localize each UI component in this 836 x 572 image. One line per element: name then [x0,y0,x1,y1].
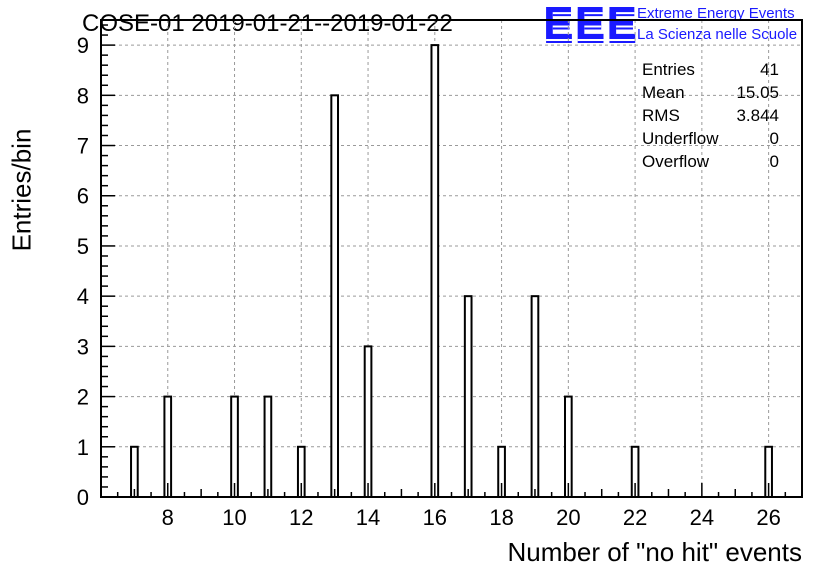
y-tick-label: 5 [77,234,89,259]
x-tick-label: 20 [556,505,580,530]
eee-logo: EEE Extreme Energy Events La Scienza nel… [543,0,833,49]
stat-value: 15.05 [736,83,779,102]
y-tick-label: 3 [77,334,89,359]
stats-row: RMS 3.844 [638,104,783,127]
y-tick-label: 7 [77,134,89,159]
x-tick-label: 22 [623,505,647,530]
x-tick-label: 12 [289,505,313,530]
y-tick-label: 9 [77,33,89,58]
stat-value: 0 [769,152,779,171]
stats-row: Mean 15.05 [638,81,783,104]
stats-row: Entries 41 [638,58,783,81]
y-tick-label: 6 [77,184,89,209]
x-tick-label: 18 [489,505,513,530]
x-tick-label: 26 [756,505,780,530]
histogram-bar [330,94,340,498]
stats-row: Overflow 0 [638,150,783,173]
stat-name: Overflow [642,152,710,171]
x-tick-label: 16 [423,505,447,530]
histogram-bar [463,295,473,498]
stat-name: Mean [642,83,685,102]
stats-row: Underflow 0 [638,127,783,150]
x-tick-label: 8 [162,505,174,530]
logo-text-line2: La Scienza nelle Scuole [637,26,798,43]
stat-name: Underflow [642,129,719,148]
y-tick-label: 4 [77,284,89,309]
stat-value: 0 [769,129,779,148]
stat-name: RMS [642,106,680,125]
x-tick-label: 24 [690,505,714,530]
histogram-bar [163,395,173,498]
y-tick-label: 0 [77,485,89,510]
chart-title: COSE-01 2019-01-21--2019-01-22 [82,10,453,37]
y-tick-label: 8 [77,83,89,108]
x-tick-label: 14 [356,505,380,530]
histogram-bar [430,44,440,499]
x-axis-label: Number of "no hit" events [507,537,803,567]
logo-mark: EEE [543,0,639,49]
histogram-bar [263,395,273,498]
stat-value: 41 [760,60,779,79]
stats-box: Entries 41 Mean 15.05 RMS 3.844 Underflow 0 Over… [638,58,783,173]
x-tick-label: 10 [222,505,246,530]
histogram-bar [363,345,373,498]
y-tick-label: 2 [77,385,89,410]
y-tick-label: 1 [77,435,89,460]
y-ticks: 0 1 2 3 4 5 6 7 8 9 [77,24,115,510]
x-ticks: 8 10 12 14 16 18 20 22 24 26 [100,483,803,530]
stat-name: Entries [642,60,695,79]
histogram-bar [530,295,540,498]
logo-text-line1: Extreme Energy Events [637,5,795,22]
histogram-bar [230,395,239,498]
histogram-bar [563,395,573,498]
stat-value: 3.844 [736,106,779,125]
